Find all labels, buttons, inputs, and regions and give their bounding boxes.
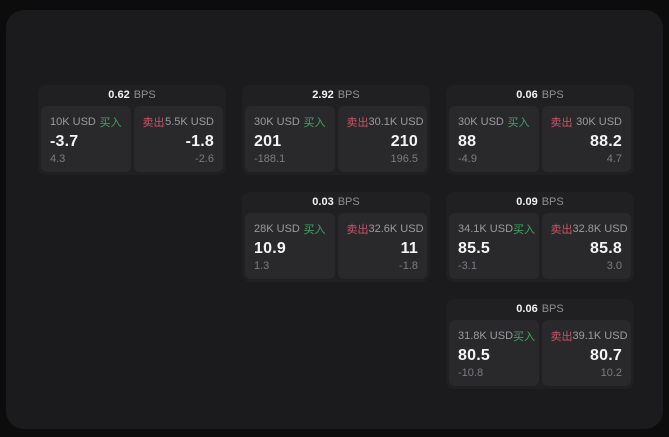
- buy-change: 1.3: [254, 260, 270, 272]
- sell-change: 196.5: [390, 153, 418, 165]
- sell-price: 85.8: [590, 239, 622, 257]
- bps-value: 0.09: [516, 196, 538, 208]
- buy-amount: 28K USD: [254, 223, 300, 235]
- bps-unit-label: BPS: [337, 196, 360, 208]
- bps-header: 0.06 BPS: [449, 85, 631, 106]
- buy-amount: 30K USD: [254, 116, 300, 128]
- buy-label: 买入: [513, 331, 536, 343]
- quote-card-1: 0.62 BPS 10K USD 买入 -3.7 4.3 卖出 5.5K USD: [38, 85, 226, 175]
- buy-price: 201: [254, 132, 282, 150]
- quote-card-5: 0.09 BPS 34.1K USD 买入 85.5 -3.1 卖出 32.8K…: [446, 192, 634, 282]
- sell-price: 210: [390, 132, 418, 150]
- buy-price: 88: [458, 132, 477, 150]
- sell-panel[interactable]: 卖出 32.8K USD 85.8 3.0: [541, 213, 631, 279]
- sell-price: 11: [400, 239, 418, 257]
- buy-panel[interactable]: 31.8K USD 买入 80.5 -10.8: [449, 320, 539, 386]
- bps-value: 0.03: [312, 196, 334, 208]
- sell-amount: 30K USD: [576, 116, 622, 128]
- quote-card-grid: 0.62 BPS 10K USD 买入 -3.7 4.3 卖出 5.5K USD: [38, 85, 634, 389]
- sell-change: 3.0: [606, 260, 622, 272]
- sell-label: 卖出: [142, 117, 165, 129]
- buy-amount: 30K USD: [458, 116, 504, 128]
- bps-value: 0.62: [108, 89, 130, 101]
- bps-unit-label: BPS: [133, 89, 156, 101]
- sell-change: -1.8: [399, 260, 418, 272]
- buy-label: 买入: [99, 117, 122, 129]
- sell-amount: 30.1K USD: [368, 116, 424, 128]
- buy-price: 10.9: [254, 239, 286, 257]
- bps-unit-label: BPS: [541, 89, 564, 101]
- sell-amount: 5.5K USD: [165, 116, 214, 128]
- buy-panel[interactable]: 30K USD 买入 88 -4.9: [449, 106, 539, 172]
- buy-label: 买入: [507, 117, 530, 129]
- buy-change: -3.1: [458, 260, 477, 272]
- buy-price: -3.7: [50, 132, 79, 150]
- bps-value: 2.92: [312, 89, 334, 101]
- buy-label: 买入: [513, 224, 536, 236]
- sell-amount: 39.1K USD: [572, 330, 628, 342]
- bps-value: 0.06: [516, 303, 538, 315]
- bps-unit-label: BPS: [541, 303, 564, 315]
- sell-change: 4.7: [606, 153, 622, 165]
- bps-header: 0.03 BPS: [245, 192, 427, 213]
- main-panel: 0.62 BPS 10K USD 买入 -3.7 4.3 卖出 5.5K USD: [6, 10, 663, 429]
- buy-label: 买入: [303, 117, 326, 129]
- sell-price: -1.8: [185, 132, 214, 150]
- sell-amount: 32.6K USD: [368, 223, 424, 235]
- bps-header: 2.92 BPS: [245, 85, 427, 106]
- buy-panel[interactable]: 34.1K USD 买入 85.5 -3.1: [449, 213, 539, 279]
- bps-header: 0.09 BPS: [449, 192, 631, 213]
- buy-change: -10.8: [458, 367, 484, 379]
- buy-amount: 10K USD: [50, 116, 96, 128]
- buy-change: -4.9: [458, 153, 477, 165]
- bps-value: 0.06: [516, 89, 538, 101]
- sell-price: 80.7: [590, 346, 622, 364]
- sell-panel[interactable]: 卖出 30.1K USD 210 196.5: [337, 106, 427, 172]
- bps-header: 0.62 BPS: [41, 85, 223, 106]
- buy-amount: 34.1K USD: [458, 223, 514, 235]
- sell-label: 卖出: [550, 117, 573, 129]
- sell-panel[interactable]: 卖出 39.1K USD 80.7 10.2: [541, 320, 631, 386]
- buy-panel[interactable]: 28K USD 买入 10.9 1.3: [245, 213, 335, 279]
- quote-card-6: 0.06 BPS 31.8K USD 买入 80.5 -10.8 卖出 39.1…: [446, 299, 634, 389]
- buy-change: -188.1: [254, 153, 286, 165]
- buy-price: 85.5: [458, 239, 490, 257]
- sell-label: 卖出: [346, 117, 369, 129]
- sell-panel[interactable]: 卖出 32.6K USD 11 -1.8: [337, 213, 427, 279]
- sell-price: 88.2: [590, 132, 622, 150]
- sell-label: 卖出: [346, 224, 369, 236]
- bps-unit-label: BPS: [541, 196, 564, 208]
- quote-card-2: 2.92 BPS 30K USD 买入 201 -188.1 卖出 30.1K …: [242, 85, 430, 175]
- sell-amount: 32.8K USD: [572, 223, 628, 235]
- sell-change: 10.2: [600, 367, 622, 379]
- buy-change: 4.3: [50, 153, 66, 165]
- sell-panel[interactable]: 卖出 5.5K USD -1.8 -2.6: [133, 106, 223, 172]
- buy-panel[interactable]: 10K USD 买入 -3.7 4.3: [41, 106, 131, 172]
- bps-header: 0.06 BPS: [449, 299, 631, 320]
- sell-label: 卖出: [550, 224, 573, 236]
- sell-label: 卖出: [550, 331, 573, 343]
- buy-amount: 31.8K USD: [458, 330, 514, 342]
- sell-panel[interactable]: 卖出 30K USD 88.2 4.7: [541, 106, 631, 172]
- buy-price: 80.5: [458, 346, 490, 364]
- buy-panel[interactable]: 30K USD 买入 201 -188.1: [245, 106, 335, 172]
- sell-change: -2.6: [195, 153, 214, 165]
- buy-label: 买入: [303, 224, 326, 236]
- bps-unit-label: BPS: [337, 89, 360, 101]
- quote-card-3: 0.06 BPS 30K USD 买入 88 -4.9 卖出 30K USD: [446, 85, 634, 175]
- quote-card-4: 0.03 BPS 28K USD 买入 10.9 1.3 卖出 32.6K US…: [242, 192, 430, 282]
